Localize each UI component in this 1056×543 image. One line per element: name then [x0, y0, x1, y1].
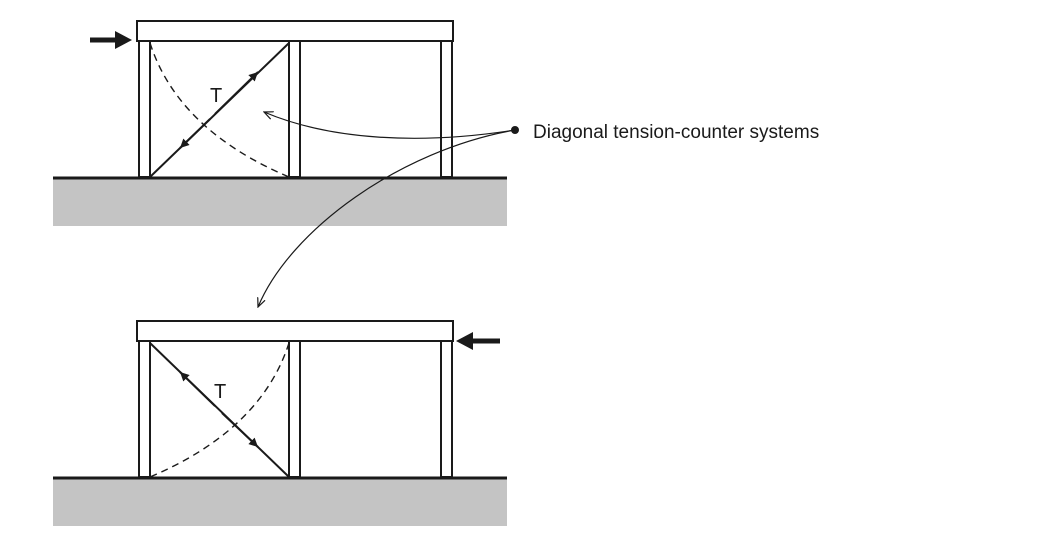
column-left-top [138, 40, 151, 178]
tension-diagonal-bottom [149, 342, 290, 478]
bottom-frame: T [53, 320, 507, 526]
tension-arrow-down-bottom [221, 412, 259, 448]
top-frame: T [53, 20, 507, 226]
leader-line-top [264, 112, 516, 139]
load-arrow-right-icon [90, 31, 132, 49]
tension-arrow-down-top [179, 118, 211, 149]
column-mid-top [288, 40, 301, 178]
deflected-shape-bottom [149, 342, 290, 478]
column-left-bottom [138, 340, 151, 478]
leader-line-bottom [258, 129, 516, 307]
tension-arrow-up-top [214, 71, 259, 115]
beam-top [136, 20, 454, 42]
tension-label-top: T [210, 85, 222, 107]
load-arrow-left-icon [456, 332, 500, 350]
column-mid-bottom [288, 340, 301, 478]
callout: Diagonal tension-counter systems [258, 112, 819, 307]
column-right-bottom [440, 340, 453, 478]
deflected-shape-top [149, 42, 290, 178]
tension-label-bottom: T [214, 381, 226, 403]
ground-top [53, 178, 507, 226]
tension-arrow-up-bottom [179, 371, 216, 407]
column-right-top [440, 40, 453, 178]
beam-bottom [136, 320, 454, 342]
callout-label: Diagonal tension-counter systems [533, 122, 819, 143]
ground-bottom [53, 478, 507, 526]
